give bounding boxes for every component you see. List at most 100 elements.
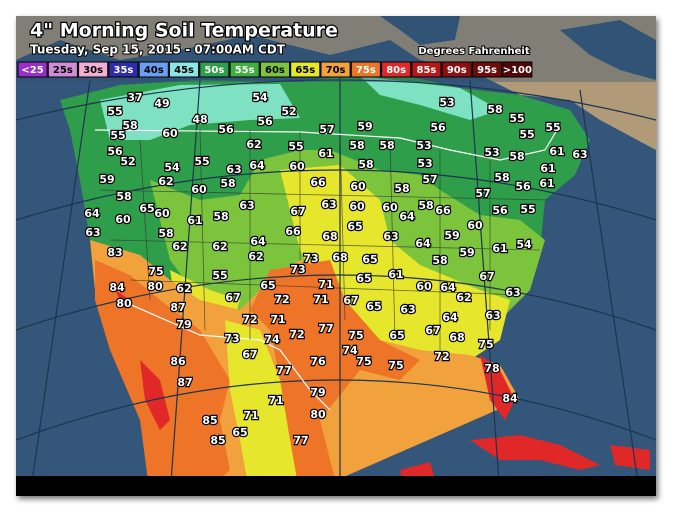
station-value: 63: [383, 230, 398, 243]
station-value: 59: [99, 173, 114, 186]
station-value: 61: [187, 214, 202, 227]
station-value: 48: [192, 113, 207, 126]
legend-label: <25: [21, 65, 43, 76]
station-value: 55: [520, 203, 535, 216]
station-value: 72: [274, 293, 289, 306]
latitude-line: [16, 169, 656, 221]
station-value: 62: [246, 138, 261, 151]
station-value: 58: [394, 182, 409, 195]
station-value: 75: [478, 338, 493, 351]
map-area: 4" Morning Soil Temperature Tuesday, Sep…: [16, 16, 656, 496]
station-value: 62: [172, 240, 187, 253]
station-value: 67: [479, 270, 494, 283]
legend-label: 45s: [174, 65, 194, 76]
legend-swatch: [290, 61, 321, 78]
station-value: 60: [416, 280, 432, 293]
station-value: 58: [487, 103, 502, 116]
station-value: 66: [435, 204, 451, 217]
station-value: 67: [425, 324, 440, 337]
station-value: 72: [434, 350, 449, 363]
station-value: 55: [194, 155, 209, 168]
legend-swatch: [138, 61, 169, 78]
station-value: 57: [319, 123, 334, 136]
station-value: 56: [430, 121, 446, 134]
station-value: 75: [356, 355, 371, 368]
station-value: 58: [122, 119, 137, 132]
station-value: 71: [313, 293, 328, 306]
station-value: 64: [399, 210, 415, 223]
station-value: 80: [310, 408, 326, 421]
legend-swatch: [108, 61, 139, 78]
legend-swatch: [441, 61, 472, 78]
station-value: 77: [276, 364, 291, 377]
station-value: 63: [485, 309, 500, 322]
station-value: 63: [321, 198, 336, 211]
station-value: 64: [250, 235, 266, 248]
station-value: 58: [158, 227, 173, 240]
legend-label: 50s: [204, 65, 224, 76]
station-value: 58: [418, 199, 433, 212]
station-value: 71: [268, 394, 283, 407]
legend-swatch: [47, 61, 78, 78]
station-value: 58: [116, 190, 131, 203]
station-value: 86: [170, 355, 186, 368]
zone-65s-south: [225, 320, 300, 496]
station-value: 59: [357, 120, 372, 133]
state-line: [139, 129, 491, 350]
station-value: 60: [115, 213, 131, 226]
station-value: 60: [289, 160, 305, 173]
station-value: 77: [318, 322, 333, 335]
station-value: 53: [484, 146, 499, 159]
hudson-water: [380, 16, 656, 80]
station-value: 61: [539, 177, 554, 190]
station-value: 67: [290, 205, 305, 218]
longitude-line: [579, 89, 641, 496]
legend-label: 30s: [83, 65, 103, 76]
legend-label: 90s: [447, 65, 467, 76]
station-value: 55: [545, 121, 560, 134]
station-value: 60: [467, 219, 483, 232]
station-value: 73: [303, 252, 318, 265]
station-value: 61: [492, 242, 507, 255]
station-value: 61: [388, 268, 403, 281]
legend-label: 95s: [477, 65, 497, 76]
legend-swatch: [381, 61, 412, 78]
station-value: 55: [509, 112, 524, 125]
station-value: 87: [177, 376, 192, 389]
legend-swatch: [350, 61, 381, 78]
station-value: 55: [288, 140, 303, 153]
station-value: 62: [248, 250, 263, 263]
units-label: Degrees Fahrenheit: [418, 46, 529, 57]
legend-swatch: [199, 61, 230, 78]
station-value: 68: [449, 331, 464, 344]
latitude-line: [16, 274, 656, 331]
station-value: 74: [342, 344, 358, 357]
station-value: 78: [484, 362, 499, 375]
station-value: 76: [310, 355, 326, 368]
title: 4" Morning Soil Temperature: [30, 20, 338, 42]
station-value: 59: [459, 246, 474, 259]
station-value: 68: [322, 230, 337, 243]
zone-45s: [100, 76, 500, 140]
station-value: 62: [158, 175, 173, 188]
station-value: 53: [417, 157, 432, 170]
station-value: 64: [442, 311, 458, 324]
bottom-bar: [16, 476, 656, 496]
legend-label: 70s: [326, 65, 346, 76]
graticule: [16, 70, 656, 496]
station-value: 63: [505, 286, 520, 299]
station-value: 61: [540, 162, 555, 175]
station-value: 65: [362, 253, 377, 266]
legend-label: 35s: [114, 65, 134, 76]
station-value: 85: [210, 434, 225, 447]
canada-land: [16, 16, 656, 150]
state-line: [99, 189, 551, 296]
station-value: 61: [549, 145, 564, 158]
station-value: 54: [252, 91, 268, 104]
latitude-line: [16, 379, 656, 441]
legend-label: 55s: [235, 65, 255, 76]
station-value: 58: [509, 150, 524, 163]
station-value: 62: [212, 240, 227, 253]
